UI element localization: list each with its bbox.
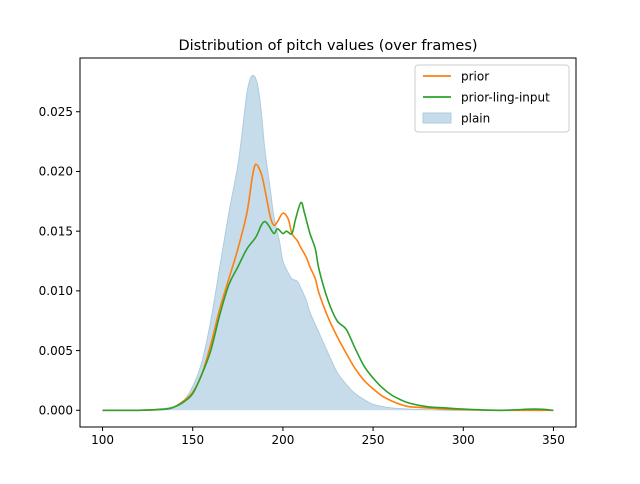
x-tick-label: 150 [181, 433, 204, 447]
legend-swatch-plain [422, 112, 452, 124]
x-tick-label: 100 [91, 433, 114, 447]
y-tick-label: 0.015 [39, 224, 73, 238]
chart-title: Distribution of pitch values (over frame… [178, 38, 477, 54]
y-tick-label: 0.020 [39, 165, 73, 179]
axes-frame [79, 57, 577, 428]
legend-frame [414, 64, 570, 133]
plot-area [102, 74, 554, 412]
x-tick-label: 250 [362, 433, 385, 447]
legend-label-plain: plain [461, 112, 490, 126]
y-tick-label: 0.000 [39, 404, 73, 418]
legend: prior prior-ling-input plain [414, 64, 570, 133]
legend-label-prior: prior [461, 70, 489, 84]
y-tick-label: 0.005 [39, 344, 73, 358]
series-line-prior-ling-input [102, 201, 554, 412]
series-line-prior [102, 163, 554, 412]
y-tick-label: 0.025 [39, 105, 73, 119]
x-tick-label: 300 [452, 433, 475, 447]
y-tick-label: 0.010 [39, 284, 73, 298]
legend-label-prior-ling-input: prior-ling-input [461, 91, 550, 105]
axes: 100 150 200 250 300 350 0.000 0.005 0.010 0.015 0.… [39, 57, 577, 447]
series-area-edge-plain [102, 74, 554, 411]
x-tick-label: 350 [542, 433, 565, 447]
x-tick-label: 200 [271, 433, 294, 447]
